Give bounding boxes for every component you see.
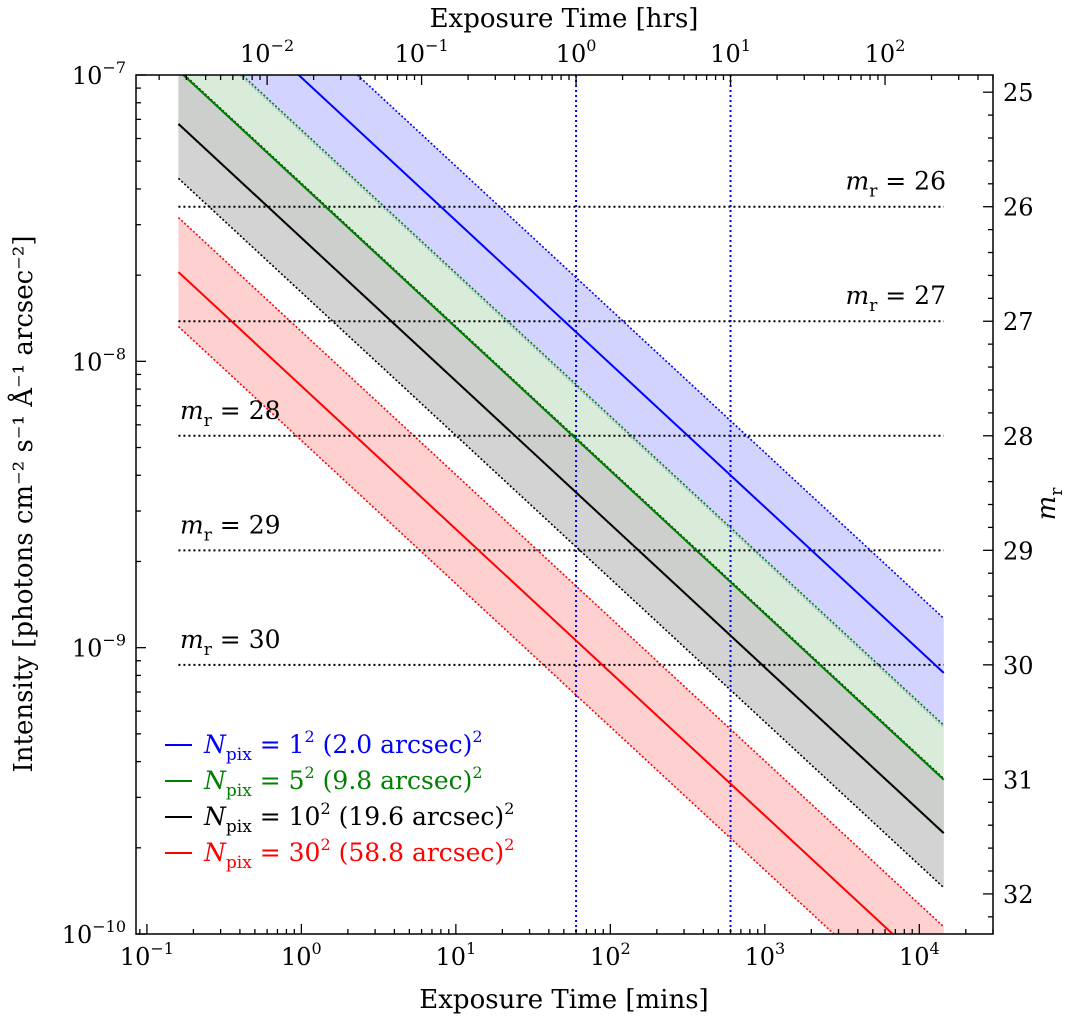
band-lower-series-2 — [177, 177, 945, 889]
x-tick-label-4: 103 — [744, 939, 785, 971]
mag-label-30: mr = 30 — [180, 625, 281, 660]
x-tick-label-3: 102 — [590, 939, 631, 971]
x2-tick-label-3: 101 — [710, 36, 751, 68]
line-series-0 — [297, 75, 945, 674]
x-tick-label-0: 10−1 — [120, 939, 174, 971]
x2-tick-label-2: 100 — [556, 36, 597, 68]
y2-axis-title: mr — [1032, 487, 1067, 521]
y2-tick-label-5: 30 — [1003, 652, 1034, 680]
legend-entry-0: Npix = 12 (2.0 arcsec)2 — [203, 727, 483, 765]
y2-tick-label-4: 29 — [1003, 537, 1034, 565]
x-tick-label-2: 101 — [435, 939, 476, 971]
x-tick-label-1: 100 — [281, 939, 322, 971]
y2-tick-label-2: 27 — [1003, 308, 1034, 336]
magnitude-labels: mr = 26 mr = 27 mr = 28 mr = 29 mr = 30 — [180, 167, 946, 660]
x2-tick-label-4: 102 — [865, 36, 906, 68]
band-series-3 — [178, 217, 944, 934]
mag-label-26: mr = 26 — [845, 167, 946, 202]
x2-tick-label-1: 10−1 — [395, 36, 449, 68]
band-upper-series-0 — [356, 75, 945, 619]
y-axis-title: Intensity [photons cm⁻² s⁻¹ Å⁻¹ arcsec⁻²… — [7, 236, 39, 773]
axes: 10−1 100 101 102 103 104 10−2 10−1 100 101 102 10−7… — [62, 36, 1034, 971]
mag-label-28: mr = 28 — [180, 396, 281, 431]
band-upper-series-1 — [241, 75, 945, 726]
x-axis-title: Exposure Time [mins] — [419, 985, 708, 1015]
band-lower-series-3 — [177, 325, 836, 934]
band-upper-series-3 — [177, 216, 945, 928]
series-lines — [177, 75, 945, 934]
mag-label-27: mr = 27 — [845, 281, 946, 316]
y2-tick-label-3: 28 — [1003, 423, 1034, 451]
y2-tick-label-0: 25 — [1003, 79, 1034, 107]
legend-entry-3: Npix = 302 (58.8 arcsec)2 — [203, 835, 514, 873]
y-tick-label-2: 10−9 — [72, 631, 126, 663]
reference-vlines — [575, 75, 732, 934]
y-tick-label-3: 10−10 — [62, 917, 126, 949]
y2-tick-label-1: 26 — [1003, 194, 1034, 222]
legend-entry-1: Npix = 52 (9.8 arcsec)2 — [203, 763, 483, 801]
x-tick-label-5: 104 — [899, 939, 940, 971]
line-series-1 — [181, 75, 945, 781]
line-series-3 — [177, 271, 895, 934]
confidence-bands — [177, 75, 945, 934]
y2-tick-label-7: 32 — [1003, 881, 1034, 909]
x2-axis-title: Exposure Time [hrs] — [430, 4, 699, 34]
y2-tick-label-6: 31 — [1003, 766, 1034, 794]
band-series-2 — [178, 75, 944, 888]
x2-tick-label-0: 10−2 — [240, 36, 294, 68]
line-series-2 — [177, 123, 945, 834]
legend-entry-2: Npix = 102 (19.6 arcsec)2 — [203, 799, 514, 837]
y-tick-label-1: 10−8 — [72, 344, 126, 376]
mag-label-29: mr = 29 — [180, 510, 281, 545]
y-tick-label-0: 10−7 — [72, 58, 126, 90]
